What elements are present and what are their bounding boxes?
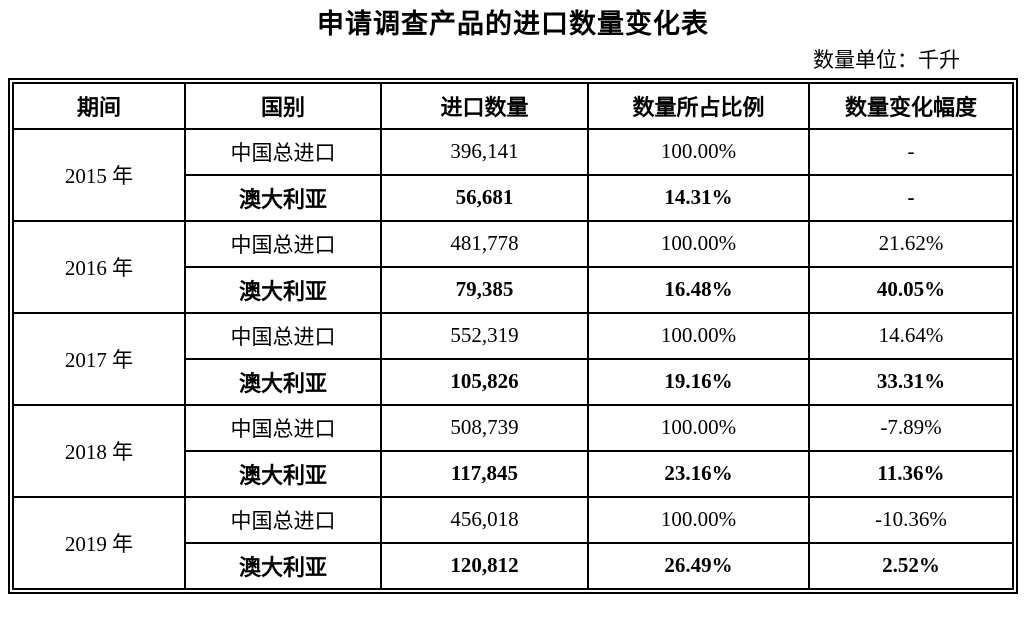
quantity-cell: 105,826 [379,357,589,406]
change-cell: 2.52% [807,541,1015,590]
quantity-cell: 56,681 [379,173,589,222]
share-cell: 100.00% [586,311,810,360]
table-row-2015-australia: 澳大利亚 56,681 14.31% - [13,173,1015,222]
country-cell: 中国总进口 [184,127,382,176]
share-cell: 16.48% [586,265,810,314]
quantity-cell: 552,319 [379,311,589,360]
country-cell: 澳大利亚 [184,449,382,498]
table-row-2018-china: 2018 年 中国总进口 508,739 100.00% -7.89% [12,403,1015,498]
col-header-period: 期间 [12,81,186,130]
share-cell: 14.31% [586,173,810,222]
table-row-2019-australia: 澳大利亚 120,812 26.49% 2.52% [13,541,1015,590]
share-cell: 23.16% [586,449,810,498]
col-header-quantity: 进口数量 [379,81,589,130]
period-cell-2016: 2016 年 [12,219,186,314]
unit-note: 数量单位：千升 [813,47,960,72]
change-cell: 11.36% [807,449,1015,498]
quantity-cell: 120,812 [379,541,589,590]
table-row-2018-australia: 澳大利亚 117,845 23.16% 11.36% [13,449,1015,498]
change-cell: 21.62% [807,219,1015,268]
quantity-cell: 79,385 [379,265,589,314]
country-cell: 澳大利亚 [184,265,382,314]
period-cell-2015: 2015 年 [12,127,186,222]
country-cell: 中国总进口 [184,403,382,452]
change-cell: 40.05% [807,265,1015,314]
quantity-cell: 396,141 [379,127,589,176]
document-page: 申请调查产品的进口数量变化表 数量单位：千升 期间 国别 进口数量 数量所占比例… [0,8,1026,630]
table-row-2015-china: 2015 年 中国总进口 396,141 100.00% - [12,127,1015,222]
table-row-2019-china: 2019 年 中国总进口 456,018 100.00% -10.36% [12,495,1015,590]
share-cell: 100.00% [586,495,810,544]
country-cell: 中国总进口 [184,219,382,268]
share-cell: 19.16% [586,357,810,406]
quantity-cell: 117,845 [379,449,589,498]
change-cell: 14.64% [807,311,1015,360]
table-row-2016-china: 2016 年 中国总进口 481,778 100.00% 21.62% [12,219,1015,314]
page-title: 申请调查产品的进口数量变化表 [317,9,709,39]
share-cell: 26.49% [586,541,810,590]
import-table-border: 期间 国别 进口数量 数量所占比例 数量变化幅度 2015 年 中国总进口 39… [8,77,1018,594]
share-cell: 100.00% [586,127,810,176]
country-cell: 中国总进口 [184,311,382,360]
period-cell-2018: 2018 年 [12,403,186,498]
quantity-cell: 456,018 [379,495,589,544]
period-cell-2017: 2017 年 [12,311,186,406]
country-cell: 中国总进口 [184,495,382,544]
change-cell: -10.36% [807,495,1015,544]
table-row-2016-australia: 澳大利亚 79,385 16.48% 40.05% [13,265,1015,314]
change-cell: - [807,173,1015,222]
col-header-country: 国别 [184,81,382,130]
change-cell: - [807,127,1015,176]
period-cell-2019: 2019 年 [12,495,186,590]
table-row-2017-australia: 澳大利亚 105,826 19.16% 33.31% [13,357,1015,406]
header-row: 期间 国别 进口数量 数量所占比例 数量变化幅度 [12,81,1015,130]
table-row-2017-china: 2017 年 中国总进口 552,319 100.00% 14.64% [12,311,1015,406]
import-quantity-table: 期间 国别 进口数量 数量所占比例 数量变化幅度 2015 年 中国总进口 39… [12,81,1015,590]
quantity-cell: 508,739 [379,403,589,452]
share-cell: 100.00% [586,403,810,452]
change-cell: 33.31% [807,357,1015,406]
country-cell: 澳大利亚 [184,357,382,406]
country-cell: 澳大利亚 [184,173,382,222]
quantity-cell: 481,778 [379,219,589,268]
col-header-change: 数量变化幅度 [807,81,1015,130]
country-cell: 澳大利亚 [184,541,382,590]
share-cell: 100.00% [586,219,810,268]
change-cell: -7.89% [807,403,1015,452]
col-header-share: 数量所占比例 [586,81,810,130]
